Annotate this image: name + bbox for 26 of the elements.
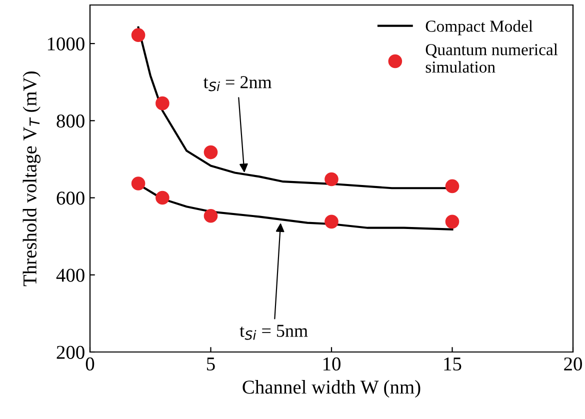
legend-label: Quantum numerical simulation — [426, 44, 558, 73]
x-tick-label: 10 — [323, 357, 340, 371]
point — [156, 190, 170, 205]
point — [445, 179, 460, 194]
point — [131, 176, 146, 190]
y-tick-label: 1000 — [48, 37, 84, 50]
x-axis-title: Channel width W (nm) — [242, 380, 420, 398]
point — [324, 172, 338, 186]
y-tick-label: 400 — [56, 268, 84, 282]
x-tick-label: 0 — [86, 357, 94, 371]
point — [445, 214, 460, 229]
annotation: t$_{Si}$ = 5nm — [240, 324, 308, 340]
y-tick-label: 200 — [56, 346, 84, 359]
point — [156, 96, 170, 110]
annotation: t$_{Si}$ = 2nm — [203, 76, 272, 92]
point — [204, 208, 218, 223]
point — [204, 145, 218, 160]
x-tick-label: 15 — [444, 358, 462, 371]
point — [324, 214, 338, 229]
y-tick-label: 800 — [56, 114, 84, 128]
y-axis-title: Threshold voltage V$_{T}$ (mV) — [22, 72, 40, 286]
x-tick-label: 5 — [207, 358, 215, 371]
y-tick-label: 600 — [56, 192, 84, 205]
x-tick-label: 20 — [564, 357, 582, 371]
point — [131, 28, 146, 42]
legend-label: Compact Model — [426, 20, 533, 36]
